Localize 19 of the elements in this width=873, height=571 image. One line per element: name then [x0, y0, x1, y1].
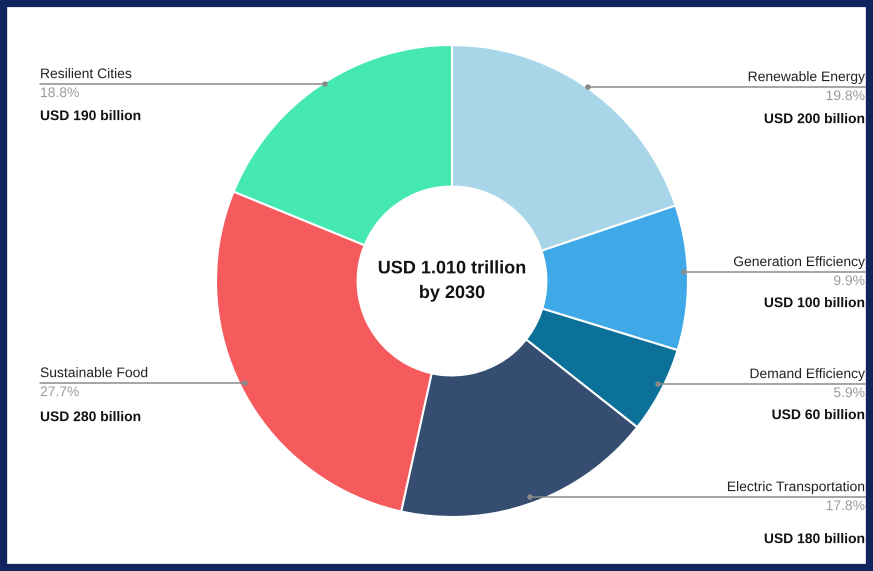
text: USD 1.010 trillion by 2030 — [378, 260, 526, 302]
data-label: 17.8% — [826, 500, 865, 510]
slice-label: Demand Efficiency — [750, 368, 865, 381]
data-label: 18.8% — [41, 87, 79, 98]
text: USD 200 billion — [764, 113, 864, 124]
slice-label: Renewable Energy — [748, 71, 865, 84]
text: USD 100 billion — [764, 297, 864, 308]
slice-label: Generation Efficiency — [734, 256, 865, 269]
data-label: 9.9% — [834, 275, 865, 286]
text: USD 180 billion — [764, 533, 864, 544]
data-label: 5.9% — [834, 387, 865, 398]
slice-label: Resilient Cities — [41, 68, 132, 78]
data-label: 27.7% — [40, 386, 79, 396]
text: USD 60 billion — [772, 409, 864, 420]
text: USD 190 billion — [40, 110, 140, 120]
data-label: 19.8% — [826, 90, 865, 100]
slice-label: Sustainable Food — [40, 367, 148, 378]
text: USD 280 billion — [40, 411, 140, 422]
slice-label: Electric Transportation — [728, 481, 864, 494]
